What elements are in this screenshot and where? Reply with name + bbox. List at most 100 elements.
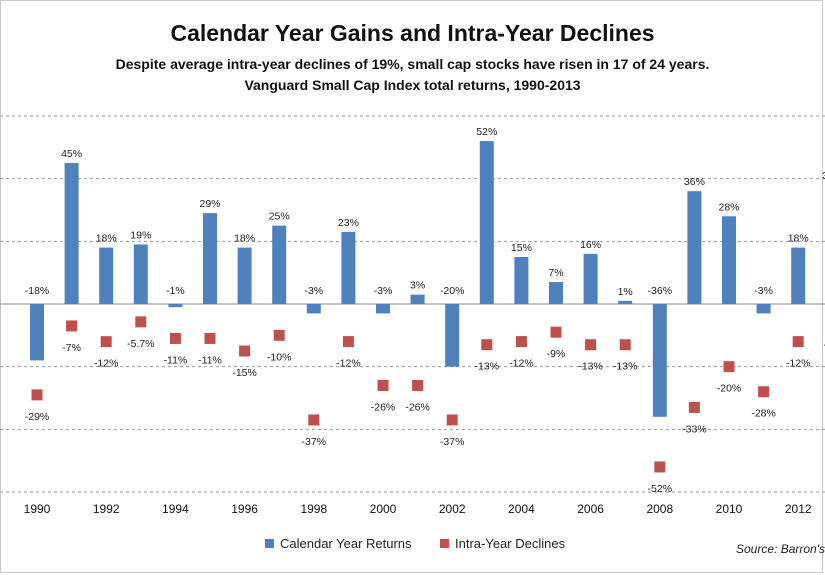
- decline-marker: [792, 336, 804, 348]
- decline-marker: [654, 461, 666, 473]
- decline-data-label: -29%: [25, 411, 50, 423]
- return-data-label: -3%: [754, 285, 773, 297]
- return-data-label: 18%: [788, 233, 809, 245]
- return-data-label: 15%: [511, 242, 532, 254]
- x-tick-label: 1992: [93, 502, 120, 516]
- return-data-label: 7%: [548, 267, 563, 279]
- legend-label: Intra-Year Declines: [455, 536, 566, 551]
- x-tick-label: 2008: [646, 502, 673, 516]
- x-tick-label: 2006: [577, 502, 604, 516]
- legend-label: Calendar Year Returns: [280, 536, 412, 551]
- decline-data-label: -5.7%: [127, 338, 154, 350]
- return-bar: [64, 163, 79, 304]
- return-data-label: 23%: [338, 217, 359, 229]
- return-bar: [306, 304, 321, 314]
- legend-item-intra-year-declines: Intra-Year Declines: [440, 536, 565, 551]
- decline-data-label: -20%: [717, 383, 742, 395]
- x-tick-label: 2012: [785, 502, 812, 516]
- return-bar: [479, 141, 494, 304]
- return-bar: [756, 304, 771, 314]
- decline-data-label: -12%: [336, 358, 361, 370]
- decline-marker: [273, 329, 285, 341]
- return-data-label: 18%: [234, 233, 255, 245]
- return-bar: [203, 213, 217, 304]
- decline-marker: [412, 379, 424, 391]
- return-bar: [687, 191, 702, 304]
- return-data-label: 25%: [269, 211, 290, 223]
- return-data-label: -1%: [166, 285, 185, 297]
- return-bar: [272, 225, 287, 304]
- return-data-label: 38%: [822, 170, 825, 182]
- return-bar: [583, 253, 598, 304]
- decline-marker: [100, 336, 112, 348]
- return-data-label: 18%: [96, 233, 117, 245]
- decline-marker: [446, 414, 458, 426]
- decline-marker: [723, 361, 735, 373]
- decline-data-label: -13%: [475, 361, 500, 373]
- decline-data-label: -33%: [682, 423, 707, 435]
- decline-data-label: -28%: [751, 408, 776, 420]
- decline-data-label: -11%: [198, 354, 222, 366]
- return-bar: [514, 257, 529, 304]
- return-data-label: 16%: [580, 239, 601, 251]
- decline-marker: [550, 326, 562, 338]
- decline-data-label: -52%: [648, 483, 673, 495]
- decline-data-label: -11%: [164, 354, 188, 366]
- return-bar: [618, 300, 633, 304]
- decline-data-label: -13%: [578, 361, 603, 373]
- return-bar: [722, 216, 736, 304]
- decline-marker: [204, 332, 216, 344]
- decline-marker: [377, 379, 389, 391]
- decline-data-label: -6%: [823, 339, 825, 351]
- decline-marker: [688, 401, 700, 413]
- return-bar: [445, 304, 460, 367]
- chart-title: Calendar Year Gains and Intra-Year Decli…: [170, 20, 655, 46]
- return-data-label: 19%: [130, 229, 151, 241]
- x-tick-label: 2004: [508, 502, 535, 516]
- return-bar: [410, 294, 425, 304]
- return-data-label: -3%: [374, 285, 393, 297]
- decline-data-label: -12%: [94, 358, 119, 370]
- chart-subtitle-line-2: Vanguard Small Cap Index total returns, …: [244, 77, 581, 93]
- return-data-label: 45%: [61, 148, 82, 160]
- decline-marker: [239, 345, 251, 357]
- decline-marker: [515, 336, 527, 348]
- return-bar: [168, 304, 183, 308]
- decline-marker: [342, 336, 354, 348]
- legend-item-calendar-year-returns: Calendar Year Returns: [265, 536, 412, 551]
- decline-data-label: -37%: [302, 436, 327, 448]
- decline-data-label: -37%: [440, 436, 465, 448]
- chart-subtitle-line-1: Despite average intra-year declines of 1…: [115, 56, 710, 72]
- return-data-label: 52%: [476, 126, 497, 138]
- decline-data-label: -13%: [613, 361, 638, 373]
- return-data-label: -3%: [304, 285, 323, 297]
- x-tick-label: 2002: [439, 502, 466, 516]
- decline-marker: [66, 320, 78, 332]
- return-bar: [341, 231, 356, 304]
- decline-data-label: -12%: [509, 358, 534, 370]
- return-bar: [237, 247, 252, 304]
- return-data-label: 28%: [718, 201, 739, 213]
- decline-marker: [135, 316, 147, 328]
- return-bar: [133, 244, 148, 304]
- return-data-label: 1%: [618, 286, 633, 298]
- decline-marker: [481, 339, 493, 351]
- return-data-label: 29%: [199, 198, 220, 210]
- return-data-label: -18%: [25, 285, 50, 297]
- return-bar: [376, 304, 390, 314]
- return-data-label: -20%: [440, 285, 465, 297]
- return-data-label: -36%: [648, 285, 673, 297]
- decline-data-label: -9%: [547, 348, 566, 360]
- x-tick-label: 1990: [24, 502, 51, 516]
- legend-swatch-blue: [265, 539, 274, 548]
- return-data-label: 36%: [684, 176, 705, 188]
- return-bar: [30, 304, 44, 361]
- x-tick-label: 1998: [300, 502, 327, 516]
- decline-data-label: -10%: [267, 351, 292, 363]
- decline-marker: [169, 332, 181, 344]
- decline-data-label: -7%: [62, 342, 81, 354]
- return-bar: [791, 247, 806, 304]
- decline-data-label: -15%: [232, 367, 257, 379]
